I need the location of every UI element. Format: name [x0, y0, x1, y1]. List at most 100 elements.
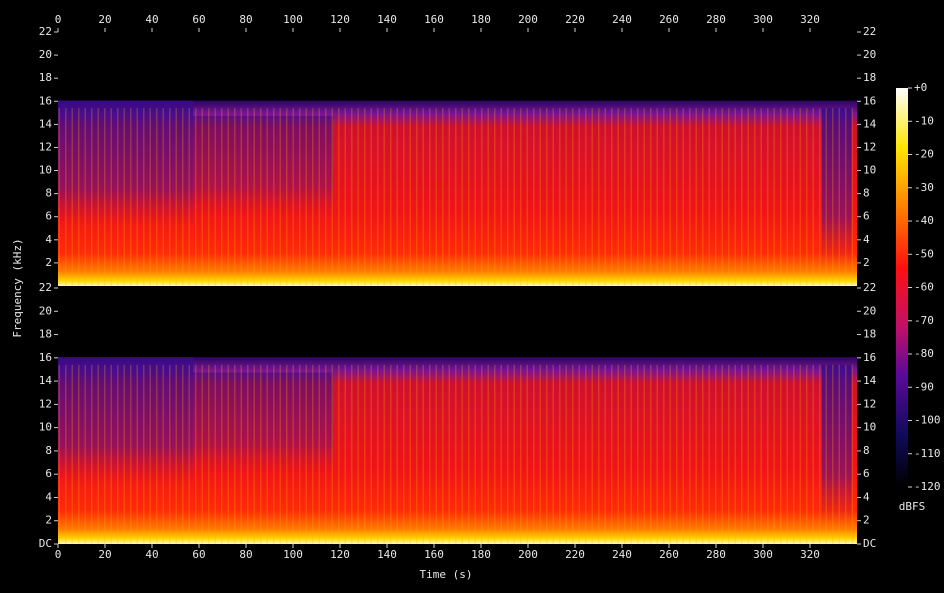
colorbar-tick-label: -120	[914, 480, 941, 493]
y-tick-label: 2	[45, 256, 52, 269]
x-tick-label: 60	[192, 548, 205, 561]
colorbar-tick-label: -20	[914, 148, 934, 161]
y-tick-label: 4	[45, 233, 52, 246]
y-tick-label: 8	[45, 187, 52, 200]
y-tick-label: 22	[39, 281, 52, 294]
y-tick-label: 10	[863, 164, 876, 177]
y-tick-label: 20	[863, 304, 876, 317]
colorbar-tick-label: +0	[914, 81, 927, 94]
x-tick-label: 300	[753, 13, 773, 26]
y-tick-label: 14	[863, 117, 877, 130]
x-tick-label: 120	[330, 13, 350, 26]
x-tick-label: 80	[239, 13, 252, 26]
y-tick-label: 2	[863, 514, 870, 527]
y-tick-label: 6	[45, 467, 52, 480]
x-tick-label: 120	[330, 548, 350, 561]
y-tick-label: 16	[39, 351, 52, 364]
x-tick-label: 220	[565, 548, 585, 561]
y-tick-label: 12	[39, 140, 52, 153]
y-tick-label: 10	[39, 164, 52, 177]
x-tick-label: 320	[800, 13, 820, 26]
colorbar-tick-label: -100	[914, 414, 941, 427]
x-tick-label: 200	[518, 13, 538, 26]
colorbar-tick-label: -110	[914, 447, 941, 460]
x-tick-label: 240	[612, 13, 632, 26]
spectrogram-transients	[58, 364, 857, 544]
x-tick-label: 0	[55, 548, 62, 561]
x-tick-label: 180	[471, 548, 491, 561]
y-tick-label: 8	[863, 187, 870, 200]
y-tick-label: 4	[863, 233, 870, 246]
colorbar-tick-label: -60	[914, 281, 934, 294]
y-tick-label: 20	[39, 304, 52, 317]
y-axis-label: Frequency (kHz)	[11, 238, 24, 337]
y-tick-label: 20	[863, 48, 876, 61]
y-tick-label: 18	[39, 328, 52, 341]
y-tick-label: 22	[39, 25, 52, 38]
x-tick-label: 140	[377, 548, 397, 561]
x-tick-label: 180	[471, 13, 491, 26]
colorbar-label: dBFS	[899, 500, 926, 513]
y-tick-label: 22	[863, 25, 876, 38]
x-tick-label: 220	[565, 13, 585, 26]
y-tick-label: 2	[45, 514, 52, 527]
y-tick-label: 16	[863, 351, 876, 364]
y-tick-label: 8	[45, 444, 52, 457]
x-tick-label: 80	[239, 548, 252, 561]
x-tick-label: 280	[706, 548, 726, 561]
x-tick-label: 280	[706, 13, 726, 26]
y-tick-label: 14	[39, 117, 53, 130]
x-tick-label: 60	[192, 13, 205, 26]
x-tick-label: 300	[753, 548, 773, 561]
y-tick-label: 10	[39, 421, 52, 434]
x-tick-label: 240	[612, 548, 632, 561]
y-tick-label: 14	[39, 374, 53, 387]
colorbar-tick-label: -90	[914, 380, 934, 393]
x-tick-label: 260	[659, 13, 679, 26]
y-tick-label: 6	[863, 210, 870, 223]
x-tick-label: 20	[98, 548, 111, 561]
x-tick-label: 160	[424, 13, 444, 26]
y-tick-label: DC	[863, 537, 876, 550]
colorbar-tick-label: -40	[914, 214, 934, 227]
y-tick-label: 4	[45, 490, 52, 503]
y-tick-label: 16	[39, 94, 52, 107]
y-tick-label: 22	[863, 281, 876, 294]
x-tick-label: 100	[283, 548, 303, 561]
y-tick-label: 12	[39, 397, 52, 410]
x-tick-label: 40	[145, 13, 158, 26]
colorbar-tick-label: -80	[914, 347, 934, 360]
y-tick-label: 18	[863, 328, 876, 341]
y-tick-label: 10	[863, 421, 876, 434]
x-axis-label: Time (s)	[420, 568, 473, 581]
y-tick-label: 8	[863, 444, 870, 457]
y-tick-label: DC	[39, 537, 52, 550]
y-tick-label: 16	[863, 94, 876, 107]
y-tick-label: 20	[39, 48, 52, 61]
spectrogram-transients	[58, 108, 857, 286]
y-tick-label: 14	[863, 374, 877, 387]
colorbar-tick-label: -30	[914, 181, 934, 194]
y-tick-label: 2	[863, 256, 870, 269]
y-tick-label: 6	[45, 210, 52, 223]
x-tick-label: 160	[424, 548, 444, 561]
y-tick-label: 18	[863, 71, 876, 84]
x-tick-label: 0	[55, 13, 62, 26]
x-tick-label: 100	[283, 13, 303, 26]
x-tick-label: 320	[800, 548, 820, 561]
x-tick-label: 140	[377, 13, 397, 26]
colorbar-tick-label: -70	[914, 314, 934, 327]
colorbar	[896, 88, 908, 487]
x-tick-label: 40	[145, 548, 158, 561]
y-tick-label: 12	[863, 140, 876, 153]
x-tick-label: 200	[518, 548, 538, 561]
y-tick-label: 6	[863, 467, 870, 480]
colorbar-tick-label: -50	[914, 247, 934, 260]
colorbar-tick-label: -10	[914, 114, 934, 127]
x-tick-label: 260	[659, 548, 679, 561]
x-tick-label: 20	[98, 13, 111, 26]
y-tick-label: 12	[863, 397, 876, 410]
y-tick-label: 4	[863, 490, 870, 503]
y-tick-label: 18	[39, 71, 52, 84]
